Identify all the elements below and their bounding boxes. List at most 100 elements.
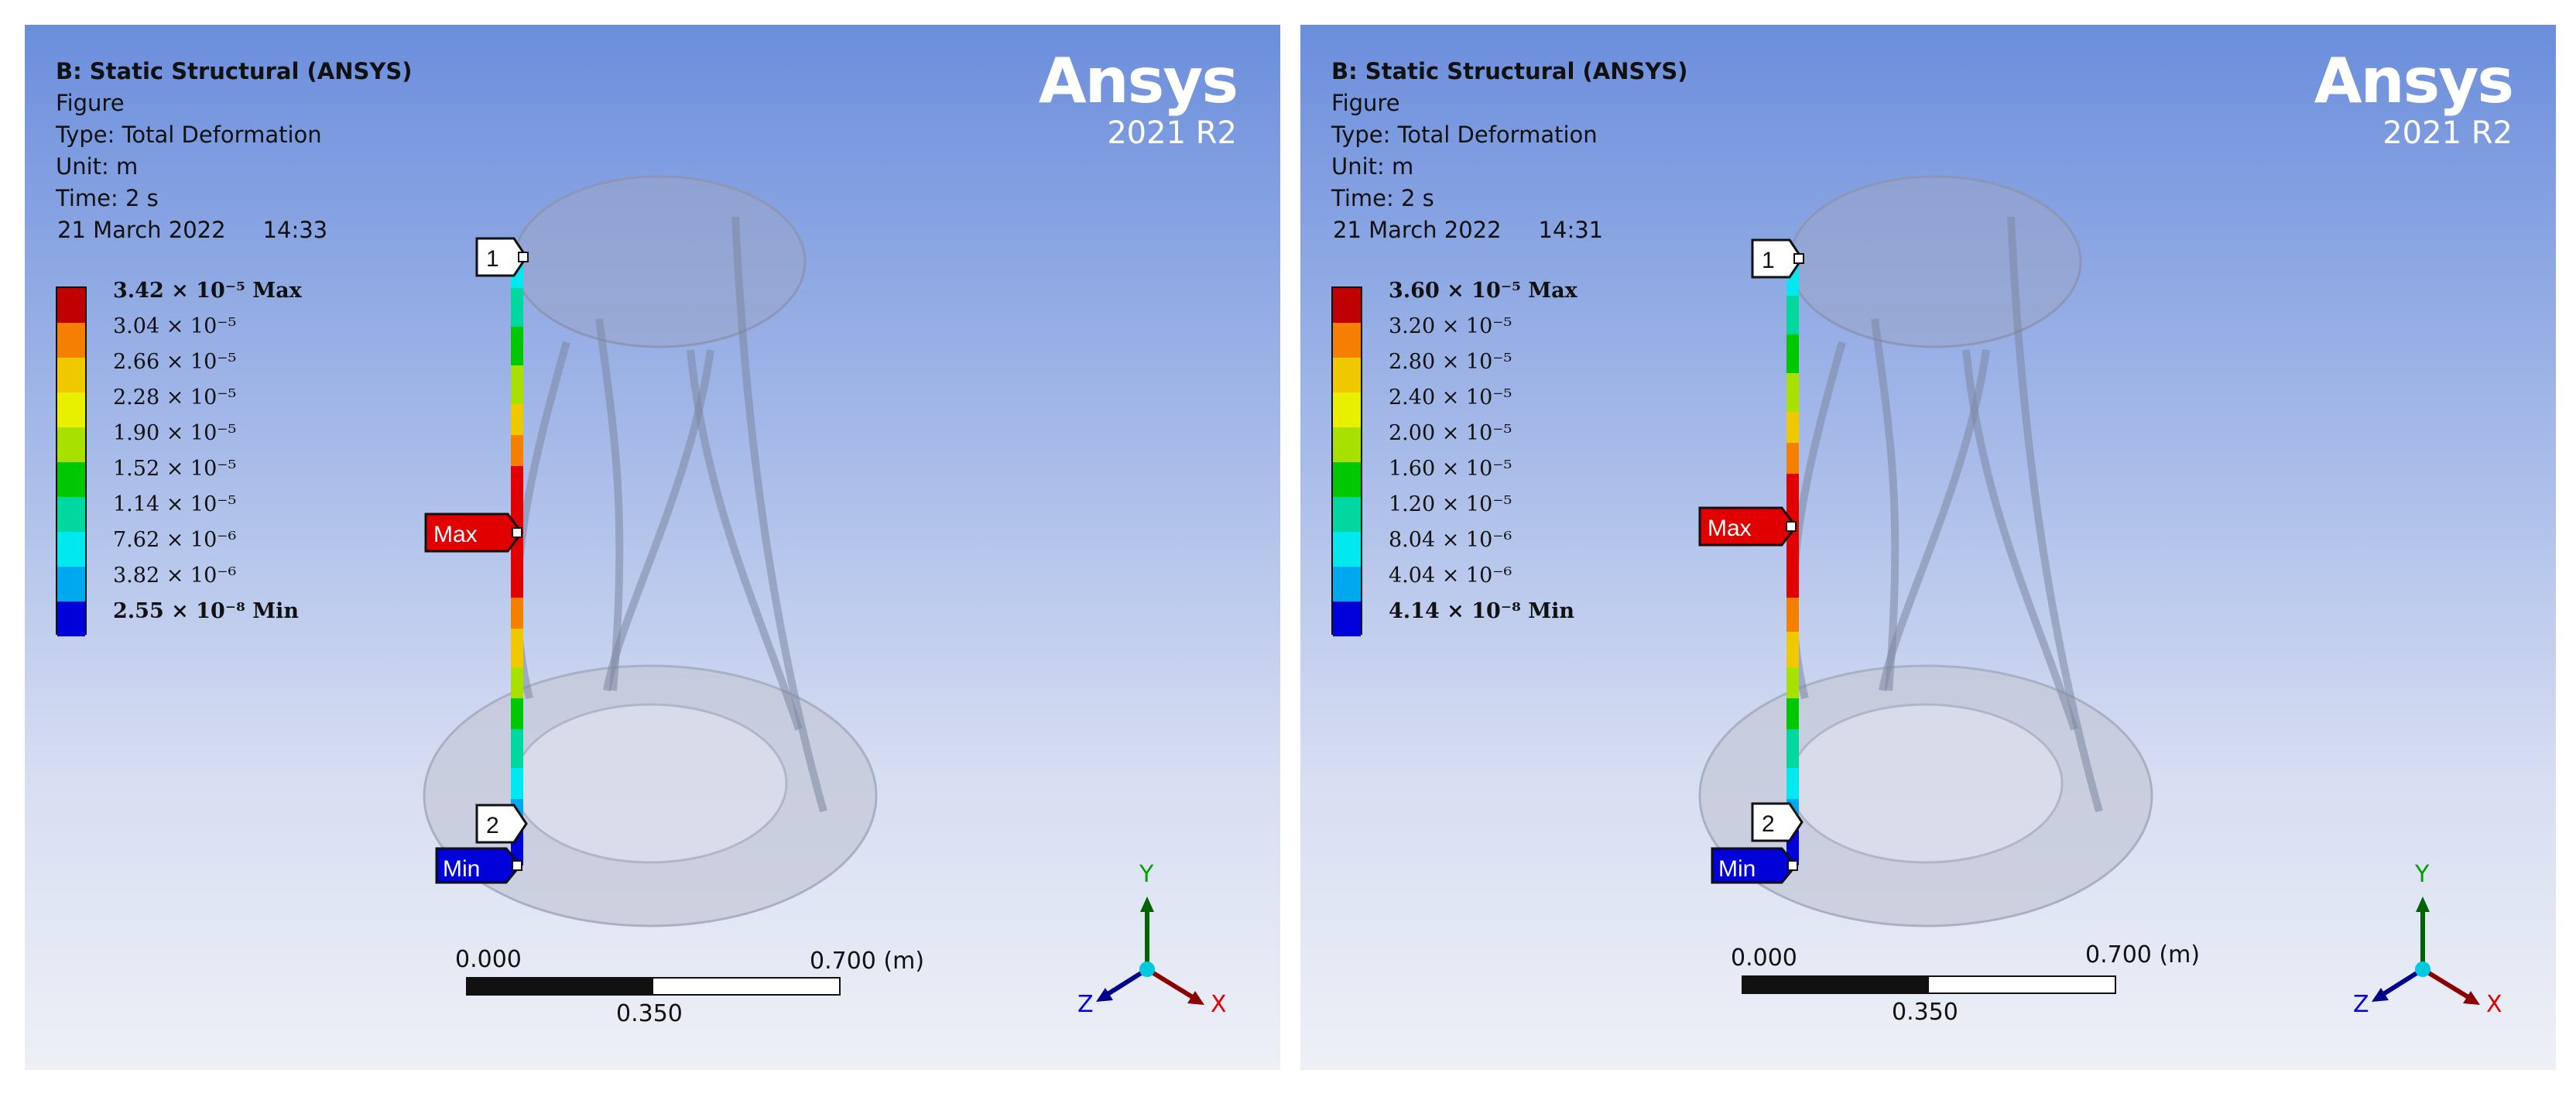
legend-swatch xyxy=(1333,358,1361,393)
probe-2-tag: 2 xyxy=(1751,802,1804,842)
scale-start: 0.000 xyxy=(1731,944,1797,972)
legend-label: 3.04 × 10⁻⁵ xyxy=(113,314,237,338)
legend-swatch xyxy=(57,358,85,393)
legend-label: 2.80 × 10⁻⁵ xyxy=(1389,350,1512,374)
scale-bar-graphic xyxy=(466,977,841,996)
legend-label: 2.40 × 10⁻⁵ xyxy=(1389,386,1512,410)
legend-label: 3.82 × 10⁻⁶ xyxy=(113,564,237,588)
legend-label: 7.62 × 10⁻⁶ xyxy=(113,528,237,552)
svg-text:1: 1 xyxy=(1762,248,1775,273)
axis-x-label: X xyxy=(1211,991,1227,1018)
svg-text:2: 2 xyxy=(486,813,499,838)
result-type: Type: Total Deformation xyxy=(56,122,322,148)
legend-swatch xyxy=(1333,497,1361,532)
axis-triad-graphic xyxy=(2372,896,2480,1005)
result-time: Time: 2 s xyxy=(1331,185,1434,211)
scale-mid: 0.350 xyxy=(616,1000,683,1027)
legend-swatch xyxy=(57,288,85,323)
legend-swatch xyxy=(57,567,85,602)
min-tag: Min xyxy=(1711,847,1798,884)
legend-swatch xyxy=(57,323,85,358)
axis-x-label: X xyxy=(2486,991,2502,1018)
version-label: 2021 R2 xyxy=(1107,115,1237,151)
result-unit: Unit: m xyxy=(1331,153,1414,180)
model-view[interactable]: 1 Max 2 Min xyxy=(25,25,1280,1070)
version-label: 2021 R2 xyxy=(2382,115,2513,151)
svg-text:Max: Max xyxy=(433,522,478,547)
legend-color-bar xyxy=(1331,286,1362,636)
axis-triad-graphic xyxy=(1096,896,1204,1005)
result-clock: 14:31 xyxy=(1538,217,1604,243)
probe-1-tag: 1 xyxy=(475,237,529,277)
svg-text:Min: Min xyxy=(1718,856,1756,882)
scale-mid: 0.350 xyxy=(1892,999,1958,1026)
legend-label: 3.60 × 10⁻⁵ Max xyxy=(1389,279,1577,303)
max-tag: Max xyxy=(424,513,523,553)
legend-swatch xyxy=(1333,288,1361,323)
svg-text:Min: Min xyxy=(443,856,480,882)
axis-triad[interactable]: Y X Z xyxy=(2338,861,2516,1042)
axis-z-label: Z xyxy=(1077,991,1094,1018)
result-clock: 14:33 xyxy=(262,217,328,243)
max-tag: Max xyxy=(1698,506,1797,547)
legend-label: 8.04 × 10⁻⁶ xyxy=(1389,528,1512,552)
axis-y-label: Y xyxy=(2415,861,2430,888)
probe-2-tag: 2 xyxy=(475,804,528,844)
scale-bar-graphic xyxy=(1742,975,2116,994)
legend-color-bar xyxy=(56,286,87,636)
legend-label: 3.42 × 10⁻⁵ Max xyxy=(113,279,302,303)
figure-label: Figure xyxy=(56,90,125,116)
axis-z-label: Z xyxy=(2353,991,2369,1018)
result-unit: Unit: m xyxy=(56,153,139,180)
ansys-logo: Ansys 2021 R2 xyxy=(2314,45,2514,151)
legend-swatch xyxy=(1333,393,1361,427)
legend-swatch xyxy=(57,393,85,427)
axis-triad[interactable]: Y X Z xyxy=(1062,861,1240,1042)
legend-swatch xyxy=(57,497,85,532)
analysis-title: B: Static Structural (ANSYS) xyxy=(56,58,413,84)
probe-1-tag: 1 xyxy=(1751,238,1804,279)
legend-swatch xyxy=(1333,462,1361,497)
legend-labels: 3.60 × 10⁻⁵ Max 3.20 × 10⁻⁵ 2.80 × 10⁻⁵ 2.4… xyxy=(1389,279,1714,635)
result-type: Type: Total Deformation xyxy=(1331,122,1598,148)
axis-y-label: Y xyxy=(1139,861,1154,888)
viewport-panel-left[interactable]: B: Static Structural (ANSYS) Figure Type… xyxy=(25,25,1280,1070)
scale-end: 0.700 (m) xyxy=(2085,941,2201,968)
legend-label: 2.55 × 10⁻⁸ Min xyxy=(113,599,300,623)
legend-label: 1.90 × 10⁻⁵ xyxy=(113,421,237,445)
legend-label: 1.60 × 10⁻⁵ xyxy=(1389,457,1512,481)
legend-swatch xyxy=(57,427,85,462)
result-time: Time: 2 s xyxy=(56,185,159,211)
legend-swatch xyxy=(1333,532,1361,567)
legend-swatch xyxy=(57,462,85,497)
svg-text:2: 2 xyxy=(1762,811,1775,837)
legend-label: 4.04 × 10⁻⁶ xyxy=(1389,564,1512,588)
legend-label: 2.28 × 10⁻⁵ xyxy=(113,386,237,410)
result-info: B: Static Structural (ANSYS) Figure Type… xyxy=(1331,56,1688,246)
legend-swatch xyxy=(1333,323,1361,358)
legend-swatch xyxy=(1333,567,1361,602)
legend-swatch xyxy=(1333,427,1361,462)
legend-labels: 3.42 × 10⁻⁵ Max 3.04 × 10⁻⁵ 2.66 × 10⁻⁵ 2.2… xyxy=(113,279,438,635)
analysis-title: B: Static Structural (ANSYS) xyxy=(1331,58,1688,84)
result-date: 21 March 2022 xyxy=(1333,217,1502,243)
legend-swatch xyxy=(57,602,85,636)
legend-label: 2.00 × 10⁻⁵ xyxy=(1389,421,1512,445)
ansys-logo: Ansys 2021 R2 xyxy=(1038,45,1238,151)
legend-label: 1.14 × 10⁻⁵ xyxy=(113,492,237,516)
svg-text:Max: Max xyxy=(1708,516,1752,541)
svg-text:1: 1 xyxy=(486,246,499,272)
legend-swatch xyxy=(57,532,85,567)
model-view[interactable]: 1 Max 2 Min xyxy=(1300,25,2556,1070)
legend-swatch xyxy=(1333,602,1361,636)
legend-label: 1.52 × 10⁻⁵ xyxy=(113,457,237,481)
legend-label: 3.20 × 10⁻⁵ xyxy=(1389,314,1512,338)
legend-label: 2.66 × 10⁻⁵ xyxy=(113,350,237,374)
scale-end: 0.700 (m) xyxy=(810,948,925,975)
legend-label: 4.14 × 10⁻⁸ Min xyxy=(1389,599,1575,623)
result-info: B: Static Structural (ANSYS) Figure Type… xyxy=(56,56,413,246)
scale-start: 0.000 xyxy=(455,946,522,973)
min-tag: Min xyxy=(435,847,522,884)
viewport-panel-right[interactable]: B: Static Structural (ANSYS) Figure Type… xyxy=(1300,25,2556,1070)
figure-label: Figure xyxy=(1331,90,1400,116)
